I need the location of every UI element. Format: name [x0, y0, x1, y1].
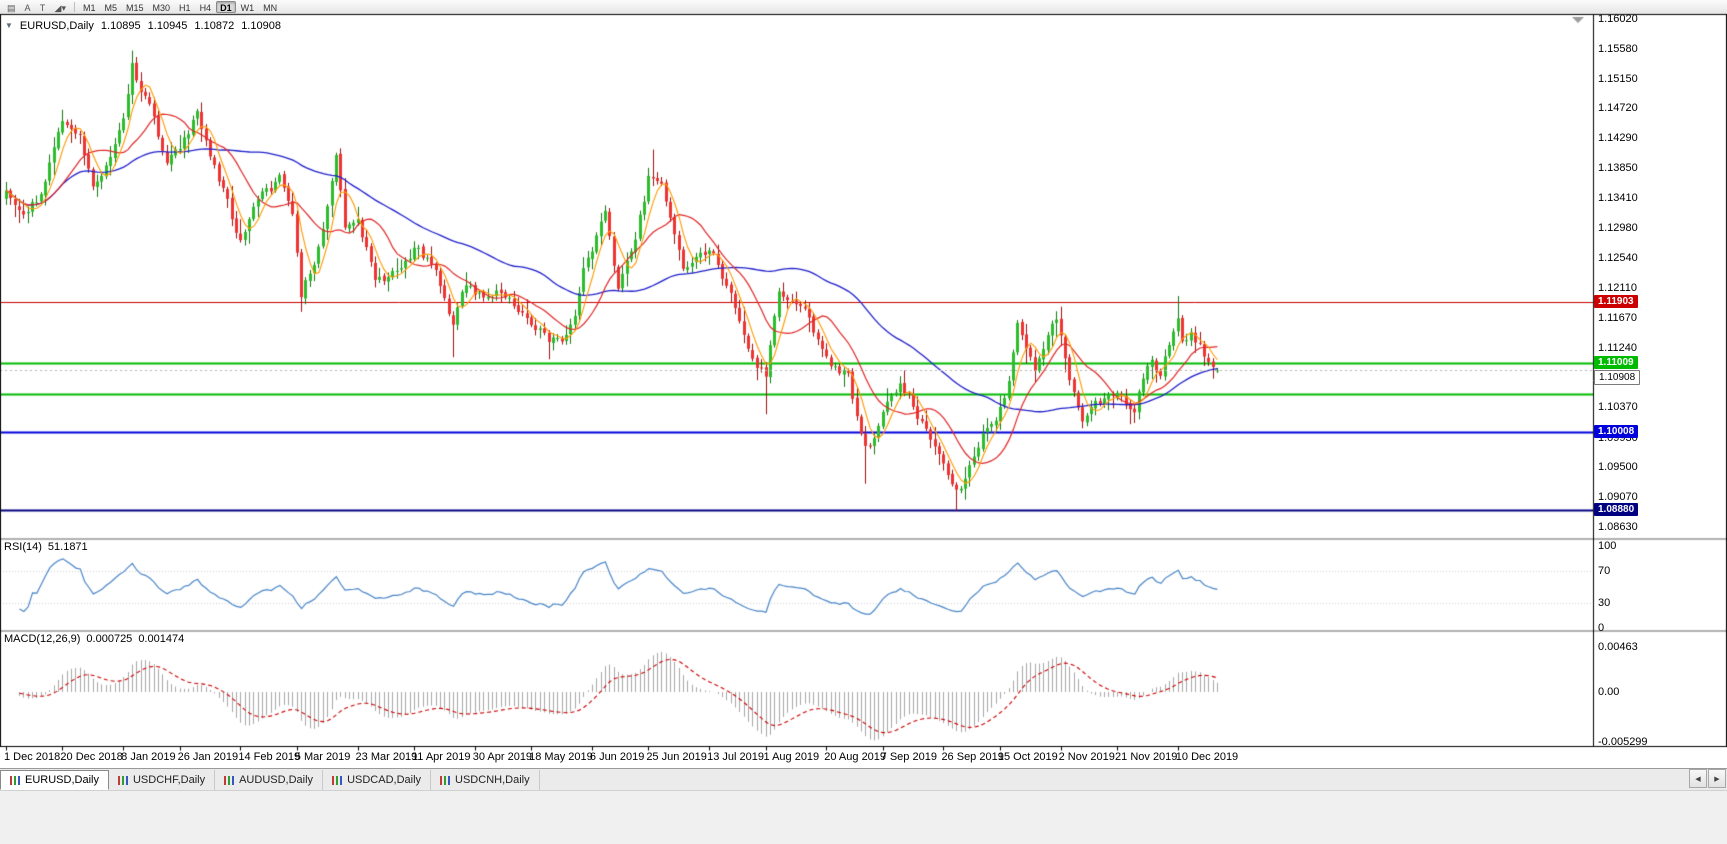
timeframe-button-h4[interactable]: H4 [199, 2, 212, 13]
chart-tab-label: USDCAD,Daily [347, 774, 422, 786]
chart-tab-label: EURUSD,Daily [25, 774, 99, 786]
chart-tab-icon [440, 775, 451, 785]
chart-tab-label: USDCHF,Daily [132, 774, 206, 786]
status-strip [0, 790, 1727, 844]
text-tool-icon[interactable]: T [39, 2, 46, 13]
timeframe-button-m15[interactable]: M15 [126, 2, 144, 13]
chart-tab-usdchf[interactable]: USDCHF,Daily [109, 770, 216, 790]
timeframe-button-m30[interactable]: M30 [152, 2, 171, 13]
timeframe-button-m5[interactable]: M5 [104, 2, 118, 13]
timeframe-button-m1[interactable]: M1 [82, 2, 96, 13]
timeframe-button-h1[interactable]: H1 [179, 2, 191, 13]
chart-tab-usdcad[interactable]: USDCAD,Daily [323, 770, 432, 790]
toolbar-separator [73, 1, 75, 12]
chart-tab-icon [224, 775, 235, 785]
chart-tab-audusd[interactable]: AUDUSD,Daily [215, 770, 324, 790]
chart-canvas[interactable] [0, 0, 1727, 768]
chart-tabs-bar: EURUSD,Daily USDCHF,Daily AUDUSD,Daily USDC… [0, 768, 1727, 790]
tab-scroll-right-icon[interactable]: ▶ [1708, 769, 1726, 788]
chart-tab-eurusd[interactable]: EURUSD,Daily [0, 770, 109, 790]
chart-window-icon[interactable]: ▤ [7, 2, 16, 13]
chart-tab-usdcnh[interactable]: USDCNH,Daily [431, 770, 540, 790]
draw-tools-icon[interactable]: ◢▾ [54, 2, 66, 13]
chart-tab-label: AUDUSD,Daily [239, 774, 314, 786]
timeframe-button-mn[interactable]: MN [263, 2, 278, 13]
chart-tab-label: USDCNH,Daily [455, 774, 530, 786]
chart-tab-icon [117, 775, 128, 785]
chart-tab-icon [332, 775, 343, 785]
chart-tab-icon [10, 775, 20, 785]
timeframes-toolbar: ▤ A T ◢▾ M1 M5 M15 M30 H1 H4 D1 W1 MN [0, 0, 1727, 14]
timeframe-button-w1[interactable]: W1 [240, 2, 255, 13]
cursor-tool-icon[interactable]: A [24, 2, 31, 13]
timeframe-button-d1[interactable]: D1 [216, 0, 236, 13]
tab-scroll-left-icon[interactable]: ◀ [1689, 769, 1707, 788]
